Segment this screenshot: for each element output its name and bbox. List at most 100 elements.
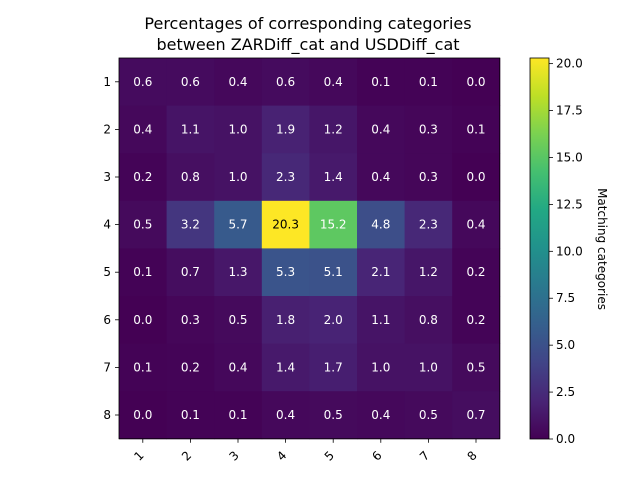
heatmap-cell — [357, 105, 405, 154]
heatmap-cell — [452, 153, 501, 202]
heatmap-cell — [166, 296, 215, 344]
cell-value-label: 0.5 — [133, 218, 152, 232]
cell-value-label: 0.7 — [181, 265, 200, 279]
heatmap-cell — [119, 200, 167, 249]
colorbar-tick-label: 2.5 — [556, 385, 575, 399]
x-tick-label: 7 — [417, 448, 432, 463]
heatmap-cell — [309, 248, 358, 297]
colorbar-tick-label: 0.0 — [556, 432, 575, 446]
heatmap-cell — [214, 58, 263, 106]
cell-value-label: 0.1 — [466, 122, 485, 136]
cell-value-label: 4.8 — [371, 218, 390, 232]
cell-value-label: 1.0 — [419, 360, 438, 374]
chart-title-line-2: between ZARDiff_cat and USDDiff_cat — [156, 35, 459, 55]
colorbar-gradient — [529, 57, 550, 440]
cell-value-label: 2.0 — [324, 313, 343, 327]
cell-value-label: 1.4 — [324, 170, 343, 184]
heatmap-cell — [119, 153, 167, 202]
heatmap-cell — [452, 296, 501, 344]
cell-value-label: 0.0 — [466, 170, 485, 184]
cell-value-label: 1.2 — [419, 265, 438, 279]
cell-value-label: 0.2 — [181, 360, 200, 374]
cell-value-label: 5.3 — [276, 265, 295, 279]
heatmap-cell — [119, 248, 167, 297]
y-tick-label: 6 — [103, 313, 111, 327]
heatmap-cell — [404, 296, 453, 344]
heatmap-cell — [452, 391, 501, 440]
cell-value-label: 0.8 — [419, 313, 438, 327]
heatmap-cell — [166, 58, 215, 106]
cell-value-label: 2.1 — [371, 265, 390, 279]
cell-value-label: 0.8 — [181, 170, 200, 184]
cell-value-label: 0.4 — [133, 122, 152, 136]
heatmap-cell — [357, 58, 405, 106]
y-tick-label: 2 — [103, 122, 111, 136]
cell-value-label: 0.6 — [133, 75, 152, 89]
heatmap-cell — [214, 343, 263, 392]
heatmap-cell — [166, 200, 215, 249]
heatmap-cell — [119, 58, 167, 106]
heatmap-cell-labels: 0.6 0.6 0.4 0.6 0.4 0.1 0.1 0.0 0.4 1.1 1.0 1.9 1.2 0… — [133, 75, 485, 422]
chart-title-line-1: Percentages of corresponding categories — [144, 14, 471, 33]
cell-value-label: 0.1 — [133, 360, 152, 374]
heatmap-cell — [404, 58, 453, 106]
cell-value-label: 0.0 — [133, 313, 152, 327]
heatmap-cell — [119, 296, 167, 344]
cell-value-label: 1.2 — [324, 122, 343, 136]
heatmap-cell — [214, 391, 263, 440]
y-axis: 1 2 3 4 5 6 7 8 — [103, 75, 119, 422]
heatmap-cell — [309, 200, 358, 249]
x-tick-label: 1 — [131, 448, 146, 463]
heatmap-cell — [119, 105, 167, 154]
heatmap-cell — [261, 200, 310, 249]
heatmap-cell — [261, 153, 310, 202]
colorbar-tick-label: 7.5 — [556, 291, 575, 305]
cell-value-label: 0.2 — [466, 265, 485, 279]
heatmap-cell — [261, 248, 310, 297]
heatmap-cell — [452, 58, 501, 106]
heatmap-cell — [357, 248, 405, 297]
heatmap-cell — [309, 153, 358, 202]
colorbar-tick-label: 17.5 — [556, 104, 583, 118]
cell-value-label: 0.5 — [324, 408, 343, 422]
heatmap-cell — [214, 296, 263, 344]
heatmap-cell — [166, 248, 215, 297]
y-tick-label: 7 — [103, 360, 111, 374]
cell-value-label: 0.7 — [466, 408, 485, 422]
cell-value-label: 5.1 — [324, 265, 343, 279]
heatmap-cell — [261, 105, 310, 154]
cell-value-label: 0.5 — [466, 360, 485, 374]
heatmap-cell — [166, 153, 215, 202]
cell-value-label: 0.4 — [371, 122, 390, 136]
heatmap-cell — [214, 248, 263, 297]
y-tick-label: 1 — [103, 75, 111, 89]
colorbar-tick-label: 10.0 — [556, 244, 583, 258]
heatmap-cell — [309, 58, 358, 106]
cell-value-label: 0.1 — [228, 408, 247, 422]
y-tick-label: 4 — [103, 218, 111, 232]
cell-value-label: 0.3 — [181, 313, 200, 327]
cell-value-label: 20.3 — [272, 218, 299, 232]
cell-value-label: 0.4 — [228, 75, 247, 89]
cell-value-label: 0.4 — [371, 408, 390, 422]
heatmap-cell — [261, 343, 310, 392]
cell-value-label: 1.0 — [371, 360, 390, 374]
cell-value-label: 0.2 — [466, 313, 485, 327]
cell-value-label: 0.0 — [133, 408, 152, 422]
cell-value-label: 2.3 — [276, 170, 295, 184]
cell-value-label: 1.1 — [371, 313, 390, 327]
colorbar-tick-label: 15.0 — [556, 150, 583, 164]
x-axis: 1 2 3 4 5 6 7 8 — [131, 438, 480, 464]
cell-value-label: 0.2 — [133, 170, 152, 184]
heatmap-cell — [357, 153, 405, 202]
heatmap-cell — [452, 200, 501, 249]
heatmap-cell — [261, 391, 310, 440]
cell-value-label: 0.5 — [228, 313, 247, 327]
heatmap-cell — [404, 153, 453, 202]
colorbar-ticks: 0.0 2.5 5.0 7.5 10.0 12.5 15.0 17.5 20.0 — [549, 57, 583, 446]
cell-value-label: 0.4 — [276, 408, 295, 422]
cell-value-label: 1.7 — [324, 360, 343, 374]
cell-value-label: 0.4 — [228, 360, 247, 374]
heatmap-cells — [118, 57, 501, 440]
